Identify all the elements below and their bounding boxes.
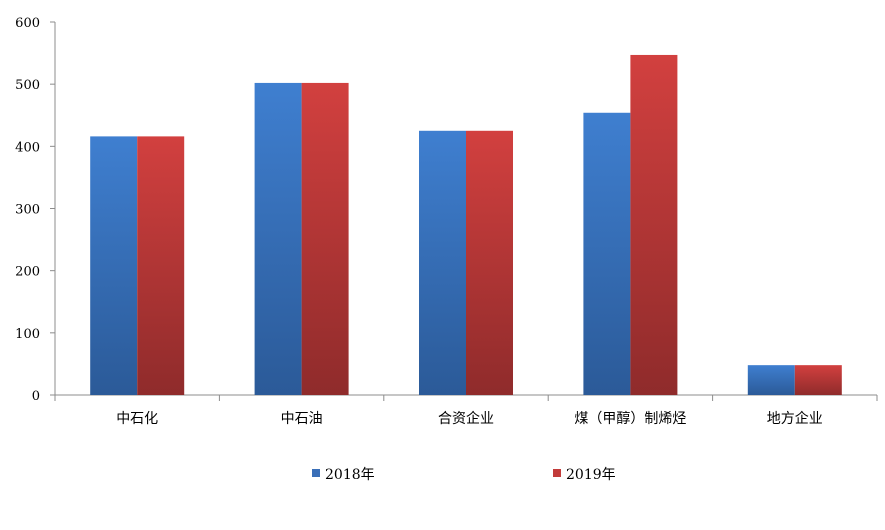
bar-series2-4	[795, 365, 842, 395]
bar-series1-0	[90, 136, 137, 395]
bar-series1-4	[748, 365, 795, 395]
x-tick-label: 中石油	[281, 411, 323, 427]
legend-swatch-1	[312, 469, 320, 477]
bar-series2-3	[630, 55, 677, 395]
x-tick-label: 中石化	[116, 411, 158, 427]
legend-label-2: 2019年	[566, 467, 616, 483]
x-tick-label: 煤（甲醇）制烯烃	[574, 410, 686, 427]
bar-series2-1	[302, 83, 349, 395]
bar-series1-2	[419, 131, 466, 395]
y-tick-label: 100	[15, 327, 40, 342]
y-tick-label: 500	[15, 78, 40, 93]
bar-series2-0	[137, 136, 184, 395]
y-tick-label: 300	[15, 203, 40, 218]
y-tick-label: 600	[15, 16, 40, 31]
y-tick-label: 400	[15, 140, 40, 155]
legend-swatch-2	[553, 469, 561, 477]
bar-series1-3	[583, 113, 630, 395]
x-tick-label: 合资企业	[438, 410, 494, 427]
bar-series1-1	[255, 83, 302, 395]
y-tick-label: 200	[15, 265, 40, 280]
legend-label-1: 2018年	[325, 467, 375, 483]
chart-legend: 2018年 2019年	[312, 467, 616, 483]
y-tick-label: 0	[32, 389, 40, 404]
chart-bars	[90, 55, 842, 395]
x-tick-label: 地方企业	[767, 410, 823, 427]
bar-series2-2	[466, 131, 513, 395]
